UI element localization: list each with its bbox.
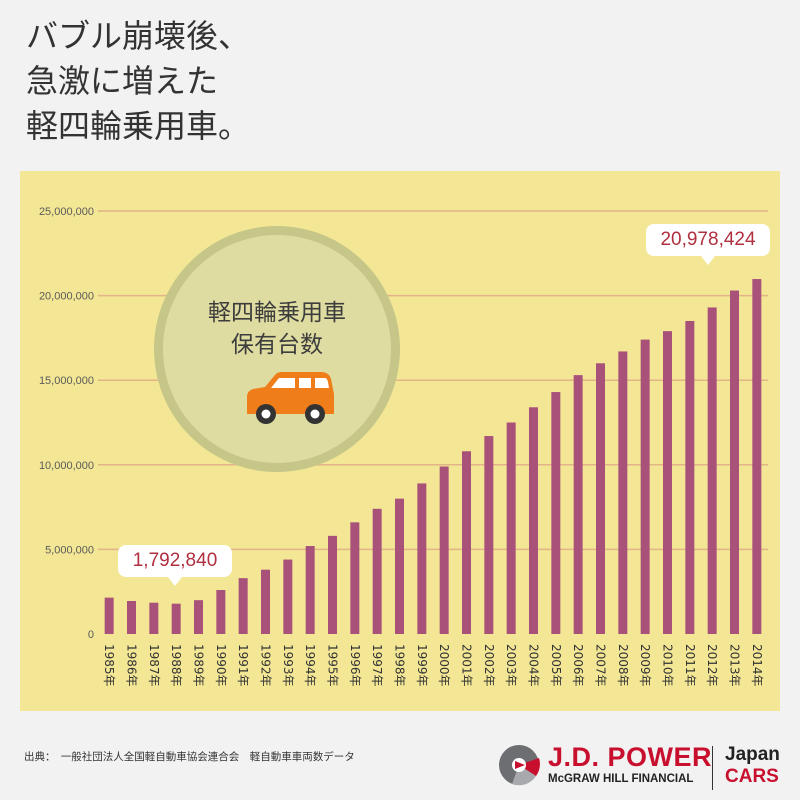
bar-1986年	[127, 601, 136, 634]
headline: バブル崩壊後、 急激に増えた 軽四輪乗用車。	[26, 14, 250, 149]
bar-1989年	[194, 600, 203, 634]
y-tick-label: 5,000,000	[45, 544, 94, 556]
bar-2004年	[529, 407, 538, 634]
brand-divider	[712, 746, 713, 790]
badge-inner-circle: 軽四輪乗用車 保有台数	[163, 235, 391, 463]
badge-title-line-1: 軽四輪乗用車	[208, 300, 346, 326]
source-note: 出典： 一般社団法人全国軽自動車協会連合会 軽自動車車両数データ	[24, 751, 355, 763]
x-tick-label: 2009年	[638, 644, 652, 687]
y-tick-label: 15,000,000	[39, 375, 94, 387]
japan-cars-logo: Japan CARS	[725, 744, 780, 788]
bar-1995年	[328, 535, 337, 634]
bar-1985年	[104, 597, 114, 634]
bar-1993年	[283, 559, 293, 634]
y-tick-label: 10,000,000	[39, 460, 94, 472]
x-tick-label: 2006年	[571, 644, 585, 687]
bar-1987年	[149, 602, 159, 634]
x-tick-label: 1993年	[281, 644, 295, 687]
bar-2011年	[685, 320, 695, 634]
bar-2014年	[752, 279, 762, 634]
bar-1999年	[417, 483, 427, 634]
x-tick-label: 2003年	[504, 644, 518, 687]
first-value-callout: 1,792,840	[118, 545, 232, 586]
jd-power-logo-icon	[499, 745, 540, 786]
bar-2005年	[551, 392, 561, 634]
chart-title-badge: 軽四輪乗用車 保有台数	[154, 226, 400, 472]
headline-line-2: 急激に増えた	[26, 62, 219, 100]
bar-1988年	[171, 603, 181, 634]
bar-1990年	[216, 590, 226, 634]
japan-label: Japan	[725, 744, 780, 765]
x-tick-label: 1988年	[169, 644, 183, 687]
bars	[104, 279, 762, 634]
y-tick-label: 25,000,000	[39, 206, 94, 218]
bar-2007年	[596, 363, 605, 634]
bar-1991年	[238, 578, 248, 634]
x-tick-label: 2011年	[683, 644, 697, 687]
x-tick-label: 1996年	[348, 644, 362, 687]
bar-2000年	[439, 466, 449, 634]
x-tick-label: 1989年	[192, 644, 206, 687]
x-tick-label: 1985年	[102, 644, 116, 687]
y-axis-ticks: 0 5,000,000 10,000,000 15,000,000 20,000,000…	[39, 206, 94, 641]
x-tick-label: 1992年	[259, 644, 273, 687]
chart-panel: 0 5,000,000 10,000,000 15,000,000 20,000,000…	[20, 171, 780, 711]
bar-2001年	[462, 451, 471, 634]
x-tick-label: 1987年	[147, 644, 161, 687]
headline-line-3: 軽四輪乗用車。	[26, 107, 251, 145]
bar-2009年	[640, 339, 650, 634]
car-icon	[247, 372, 334, 424]
y-tick-label: 0	[88, 629, 94, 641]
bar-1997年	[372, 508, 382, 634]
x-tick-label: 1991年	[236, 644, 250, 687]
x-tick-label: 2008年	[616, 644, 630, 687]
x-tick-label: 1994年	[303, 644, 317, 687]
bar-2013年	[730, 290, 739, 634]
brand-subtitle: McGRAW HILL FINANCIAL	[548, 773, 694, 785]
bar-2002年	[484, 436, 494, 634]
x-tick-label: 1990年	[214, 644, 228, 687]
x-tick-label: 2002年	[482, 644, 496, 687]
y-tick-label: 20,000,000	[39, 291, 94, 303]
bar-1998年	[395, 498, 404, 634]
x-tick-label: 2000年	[437, 644, 451, 687]
x-tick-label: 1997年	[370, 644, 384, 687]
bar-1996年	[350, 522, 360, 634]
x-tick-label: 2004年	[527, 644, 541, 687]
x-tick-label: 2005年	[549, 644, 563, 687]
x-tick-label: 2012年	[705, 644, 719, 687]
cars-label: CARS	[725, 766, 779, 787]
x-tick-label: 1999年	[415, 644, 429, 687]
x-tick-label: 1986年	[125, 644, 139, 687]
x-tick-label: 1995年	[326, 644, 340, 687]
last-value-callout: 20,978,424	[646, 224, 770, 265]
bar-2006年	[573, 375, 583, 634]
headline-line-1: バブル崩壊後、	[26, 17, 251, 55]
bar-2012年	[707, 307, 717, 634]
bar-2003年	[506, 422, 516, 634]
brand-name: J.D. POWER	[548, 742, 713, 772]
bar-1994年	[305, 546, 315, 634]
badge-title-line-2: 保有台数	[231, 332, 323, 358]
x-tick-label: 2001年	[460, 644, 474, 687]
x-tick-label: 1998年	[393, 644, 407, 687]
x-tick-label: 2014年	[750, 644, 764, 687]
x-axis-ticks: 1985年 1986年 1987年 1988年 1989年 1990年 1991年 1992年…	[102, 644, 764, 687]
brand-block: J.D. POWER McGRAW HILL FINANCIAL	[548, 742, 712, 785]
x-tick-label: 2010年	[661, 644, 675, 687]
x-tick-label: 2013年	[728, 644, 742, 687]
bar-2010年	[663, 331, 672, 634]
bar-1992年	[261, 569, 270, 634]
bar-2008年	[618, 351, 628, 634]
x-tick-label: 2007年	[594, 644, 608, 687]
